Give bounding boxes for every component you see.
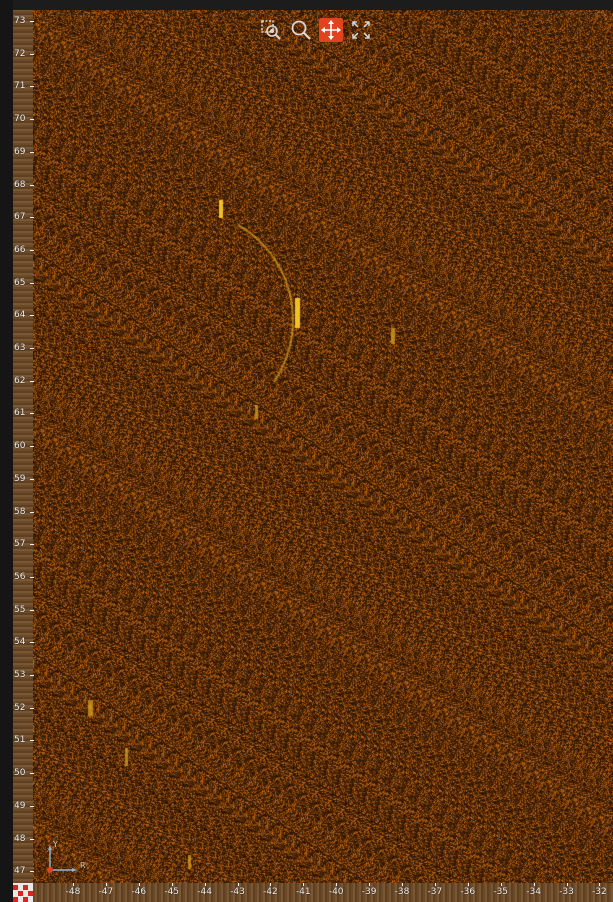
x-tick-label: -41: [291, 883, 315, 898]
x-tick-label: -47: [94, 883, 118, 898]
y-axis-ruler: 73 72 71 70 69 68 67 66 65 64 63 62 61 60 59 58 57 56 55 54…: [13, 10, 34, 883]
zoom-to-box-icon: [261, 20, 281, 40]
y-tick-label: 53: [13, 669, 34, 681]
pan-button[interactable]: [319, 18, 343, 42]
left-border: [0, 0, 13, 902]
y-tick-label: 59: [13, 473, 34, 485]
x-tick-label: -46: [127, 883, 151, 898]
y-tick-label: 64: [13, 309, 34, 321]
y-tick-label: 68: [13, 179, 34, 191]
axes-gizmo-icon: [47, 845, 77, 873]
x-tick-label: -44: [193, 883, 217, 898]
x-tick-label: -40: [324, 883, 348, 898]
fit-extent-icon: [352, 21, 370, 39]
y-tick-label: 55: [13, 604, 34, 616]
zoom-to-box-button[interactable]: [259, 18, 283, 42]
x-tick-label: -37: [423, 883, 447, 898]
y-tick-label: 49: [13, 800, 34, 812]
y-tick-label: 52: [13, 702, 34, 714]
y-tick-label: 60: [13, 440, 34, 452]
y-tick-label: 67: [13, 211, 34, 223]
y-tick-label: 61: [13, 407, 34, 419]
x-tick-label: -43: [226, 883, 250, 898]
y-tick-label: 72: [13, 48, 34, 60]
gizmo-x-label: R: [80, 861, 86, 870]
y-tick-label: 69: [13, 146, 34, 158]
grid-corner-icon: [13, 883, 33, 902]
y-tick-label: 51: [13, 734, 34, 746]
y-tick-label: 62: [13, 375, 34, 387]
gizmo-y-label: Y: [53, 840, 58, 849]
x-tick-label: -45: [160, 883, 184, 898]
x-tick-label: -36: [456, 883, 480, 898]
x-tick-label: -42: [258, 883, 282, 898]
x-tick-label: -48: [61, 883, 85, 898]
x-tick-label: -34: [522, 883, 546, 898]
y-tick-label: 70: [13, 113, 34, 125]
y-tick-label: 54: [13, 636, 34, 648]
x-tick-label: -38: [390, 883, 414, 898]
x-axis-ruler: -48 -47 -46 -45 -44 -43 -42 -41 -40 -39 -38 -37 -36-…: [33, 883, 613, 902]
y-tick-label: 65: [13, 277, 34, 289]
y-tick-label: 47: [13, 865, 34, 877]
fit-extent-button[interactable]: [349, 18, 373, 42]
y-tick-label: 73: [13, 15, 34, 27]
y-tick-label: 66: [13, 244, 34, 256]
x-tick-label: -33: [555, 883, 579, 898]
y-tick-label: 50: [13, 767, 34, 779]
y-tick-label: 57: [13, 538, 34, 550]
x-tick-label: -32: [587, 883, 611, 898]
top-border: [0, 0, 613, 10]
y-tick-label: 71: [13, 80, 34, 92]
zoom-button[interactable]: [289, 18, 313, 42]
axes-orientation-gizmo: Y R: [40, 840, 90, 880]
map-toolbar: [259, 16, 373, 44]
x-tick-label: -35: [489, 883, 513, 898]
sonar-noise-layer: [33, 10, 613, 883]
y-tick-label: 56: [13, 571, 34, 583]
zoom-icon: [291, 20, 311, 40]
sonar-image-canvas[interactable]: [33, 10, 613, 883]
y-tick-label: 48: [13, 833, 34, 845]
pan-icon: [321, 20, 341, 40]
y-tick-label: 63: [13, 342, 34, 354]
y-tick-label: 58: [13, 506, 34, 518]
x-tick-label: -39: [357, 883, 381, 898]
